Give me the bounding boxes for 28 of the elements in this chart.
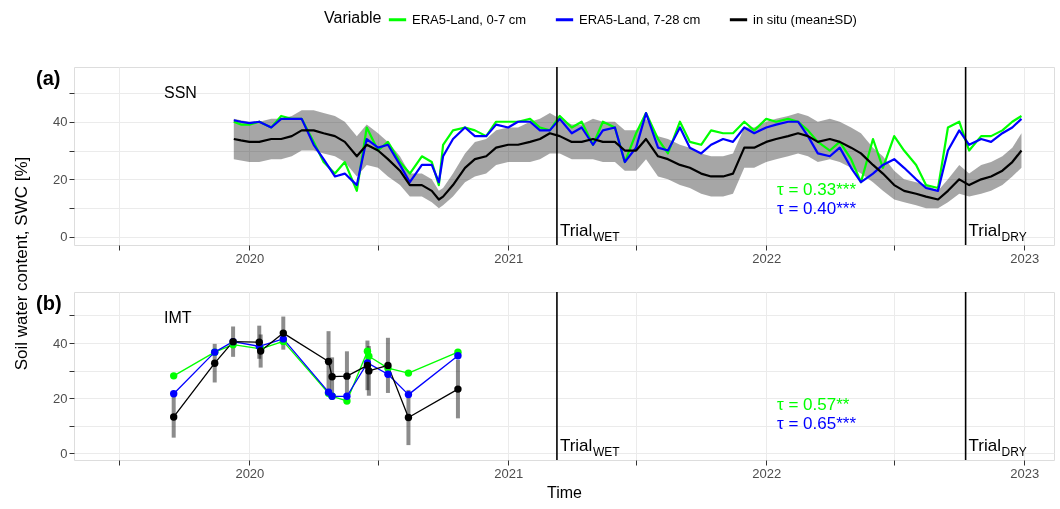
y-tick-label: 20 xyxy=(53,171,68,187)
legend-label: ERA5-Land, 7-28 cm xyxy=(579,11,701,27)
x-tick-label: 2022 xyxy=(752,465,782,481)
chart-title: (a) xyxy=(36,67,61,89)
x-tick-label: 2023 xyxy=(1010,465,1040,481)
y-tick-label: 40 xyxy=(53,335,68,351)
y-tick-label: 0 xyxy=(60,445,68,461)
annotation: τ = 0.40*** xyxy=(777,199,857,218)
legend-label: in situ (mean±SD) xyxy=(753,11,857,27)
x-tick-label: 2021 xyxy=(494,465,524,481)
x-axis-title: Time xyxy=(547,483,583,501)
x-tick-label: 2022 xyxy=(752,250,782,266)
x-tick-label: 2021 xyxy=(494,250,524,266)
legend-title: Variable xyxy=(324,9,382,26)
legend-label: ERA5-Land, 0-7 cm xyxy=(412,11,527,27)
annotation: τ = 0.57** xyxy=(777,395,850,414)
x-tick-label: 2020 xyxy=(235,465,265,481)
y-tick-label: 40 xyxy=(53,114,68,130)
y-axis-title: Soil water content, SWC [%] xyxy=(12,156,31,371)
annotation: τ = 0.33*** xyxy=(777,180,857,199)
y-tick-label: 0 xyxy=(60,229,68,245)
annotation: SSN xyxy=(164,84,197,101)
x-tick-label: 2023 xyxy=(1010,250,1040,266)
y-tick-label: 20 xyxy=(53,390,68,406)
annotation: IMT xyxy=(164,309,192,326)
annotation: τ = 0.65*** xyxy=(777,414,857,433)
x-tick-label: 2020 xyxy=(235,250,265,266)
chart-title: (b) xyxy=(36,292,62,314)
